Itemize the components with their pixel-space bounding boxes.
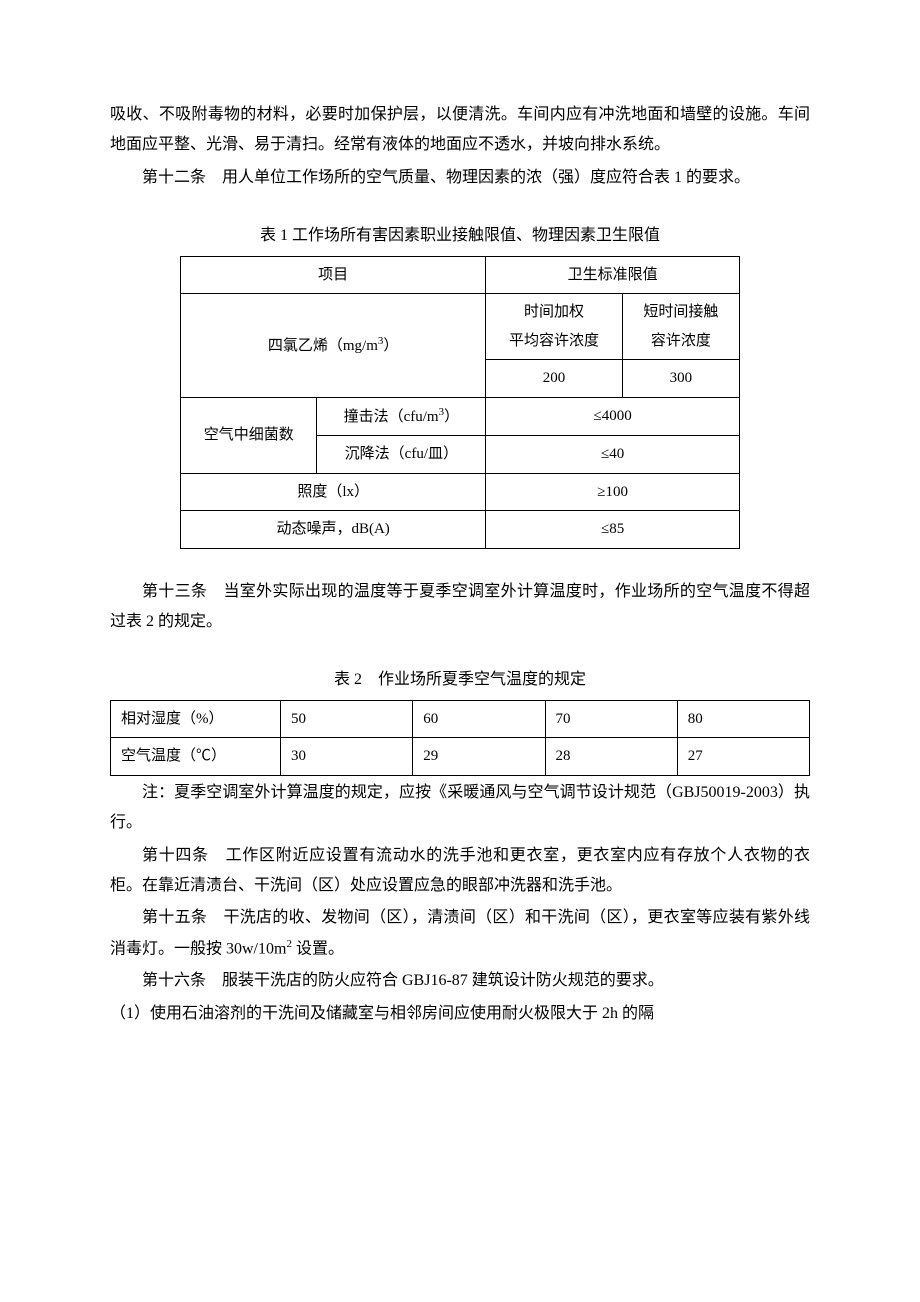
table1-caption: 表 1 工作场所有害因素职业接触限值、物理因素卫生限值 [110,221,810,251]
t1-row1-item: 四氯乙烯（mg/m3） [181,294,486,398]
t1-r4-val: ≤85 [486,511,740,549]
t1-r2b-method: 沉降法（cfu/皿） [317,436,486,474]
t1-r1-c2-l2: 容许浓度 [651,333,711,349]
article-12: 第十二条 用人单位工作场所的空气质量、物理因素的浓（强）度应符合表 1 的要求。 [110,163,810,193]
article-16: 第十六条 服装干洗店的防火应符合 GBJ16-87 建筑设计防火规范的要求。 [110,966,810,996]
t2-r1-label: 相对湿度（%） [111,700,281,738]
table-1: 项目 卫生标准限值 四氯乙烯（mg/m3） 时间加权 平均容许浓度 短时间接触 … [180,256,740,549]
t1-r4-item: 动态噪声，dB(A) [181,511,486,549]
a15-pre: 第十五条 干洗店的收、发物间（区），清渍间（区）和干洗间（区），更衣室等应装有紫… [110,909,810,957]
t1-r3-item: 照度（lx） [181,473,486,511]
article-14: 第十四条 工作区附近应设置有流动水的洗手池和更衣室，更衣室内应有存放个人衣物的衣… [110,841,810,902]
t2-r2-label: 空气温度（℃） [111,738,281,776]
t1-r2a-m-text: 撞击法（cfu/m [344,409,439,425]
t1-r2a-m-close: ） [444,409,459,425]
t1-r1-v2: 300 [622,360,739,398]
paragraph-11-cont: 吸收、不吸附毒物的材料，必要时加保护层，以便清洗。车间内应有冲洗地面和墙壁的设施… [110,100,810,161]
t2-r2-v2: 29 [413,738,545,776]
t2-r2-v3: 28 [545,738,677,776]
t2-r2-v4: 27 [677,738,809,776]
t2-r1-v2: 60 [413,700,545,738]
t1-r1-c1-l1: 时间加权 [524,304,584,320]
t1-r1-item-text: 四氯乙烯（mg/m [268,338,378,354]
t2-r1-v1: 50 [281,700,413,738]
t1-r2a-method: 撞击法（cfu/m3） [317,397,486,436]
table-2: 相对湿度（%） 50 60 70 80 空气温度（℃） 30 29 28 27 [110,700,810,776]
t1-r1-c2-l1: 短时间接触 [643,304,718,320]
t1-header-item: 项目 [181,256,486,294]
t1-r1-v1: 200 [486,360,622,398]
t2-r1-v3: 70 [545,700,677,738]
t1-r3-val: ≥100 [486,473,740,511]
t1-r2b-val: ≤40 [486,436,740,474]
t2-r1-v4: 80 [677,700,809,738]
t1-r1-c1-l2: 平均容许浓度 [509,333,599,349]
t1-r2-item: 空气中细菌数 [181,397,317,473]
t1-r1-item-close: ） [383,338,398,354]
t2-r2-v1: 30 [281,738,413,776]
article-15: 第十五条 干洗店的收、发物间（区），清渍间（区）和干洗间（区），更衣室等应装有紫… [110,903,810,964]
a15-post: 设置。 [292,940,344,957]
t1-r2a-val: ≤4000 [486,397,740,436]
article-13: 第十三条 当室外实际出现的温度等于夏季空调室外计算温度时，作业场所的空气温度不得… [110,577,810,638]
t1-header-limit: 卫生标准限值 [486,256,740,294]
t1-r1-c1: 时间加权 平均容许浓度 [486,294,622,360]
table2-caption: 表 2 作业场所夏季空气温度的规定 [110,665,810,695]
table2-note: 注：夏季空调室外计算温度的规定，应按《采暖通风与空气调节设计规范（GBJ5001… [110,778,810,839]
article-16-item1: （1）使用石油溶剂的干洗间及储藏室与相邻房间应使用耐火极限大于 2h 的隔 [110,999,810,1029]
t1-r1-c2: 短时间接触 容许浓度 [622,294,739,360]
